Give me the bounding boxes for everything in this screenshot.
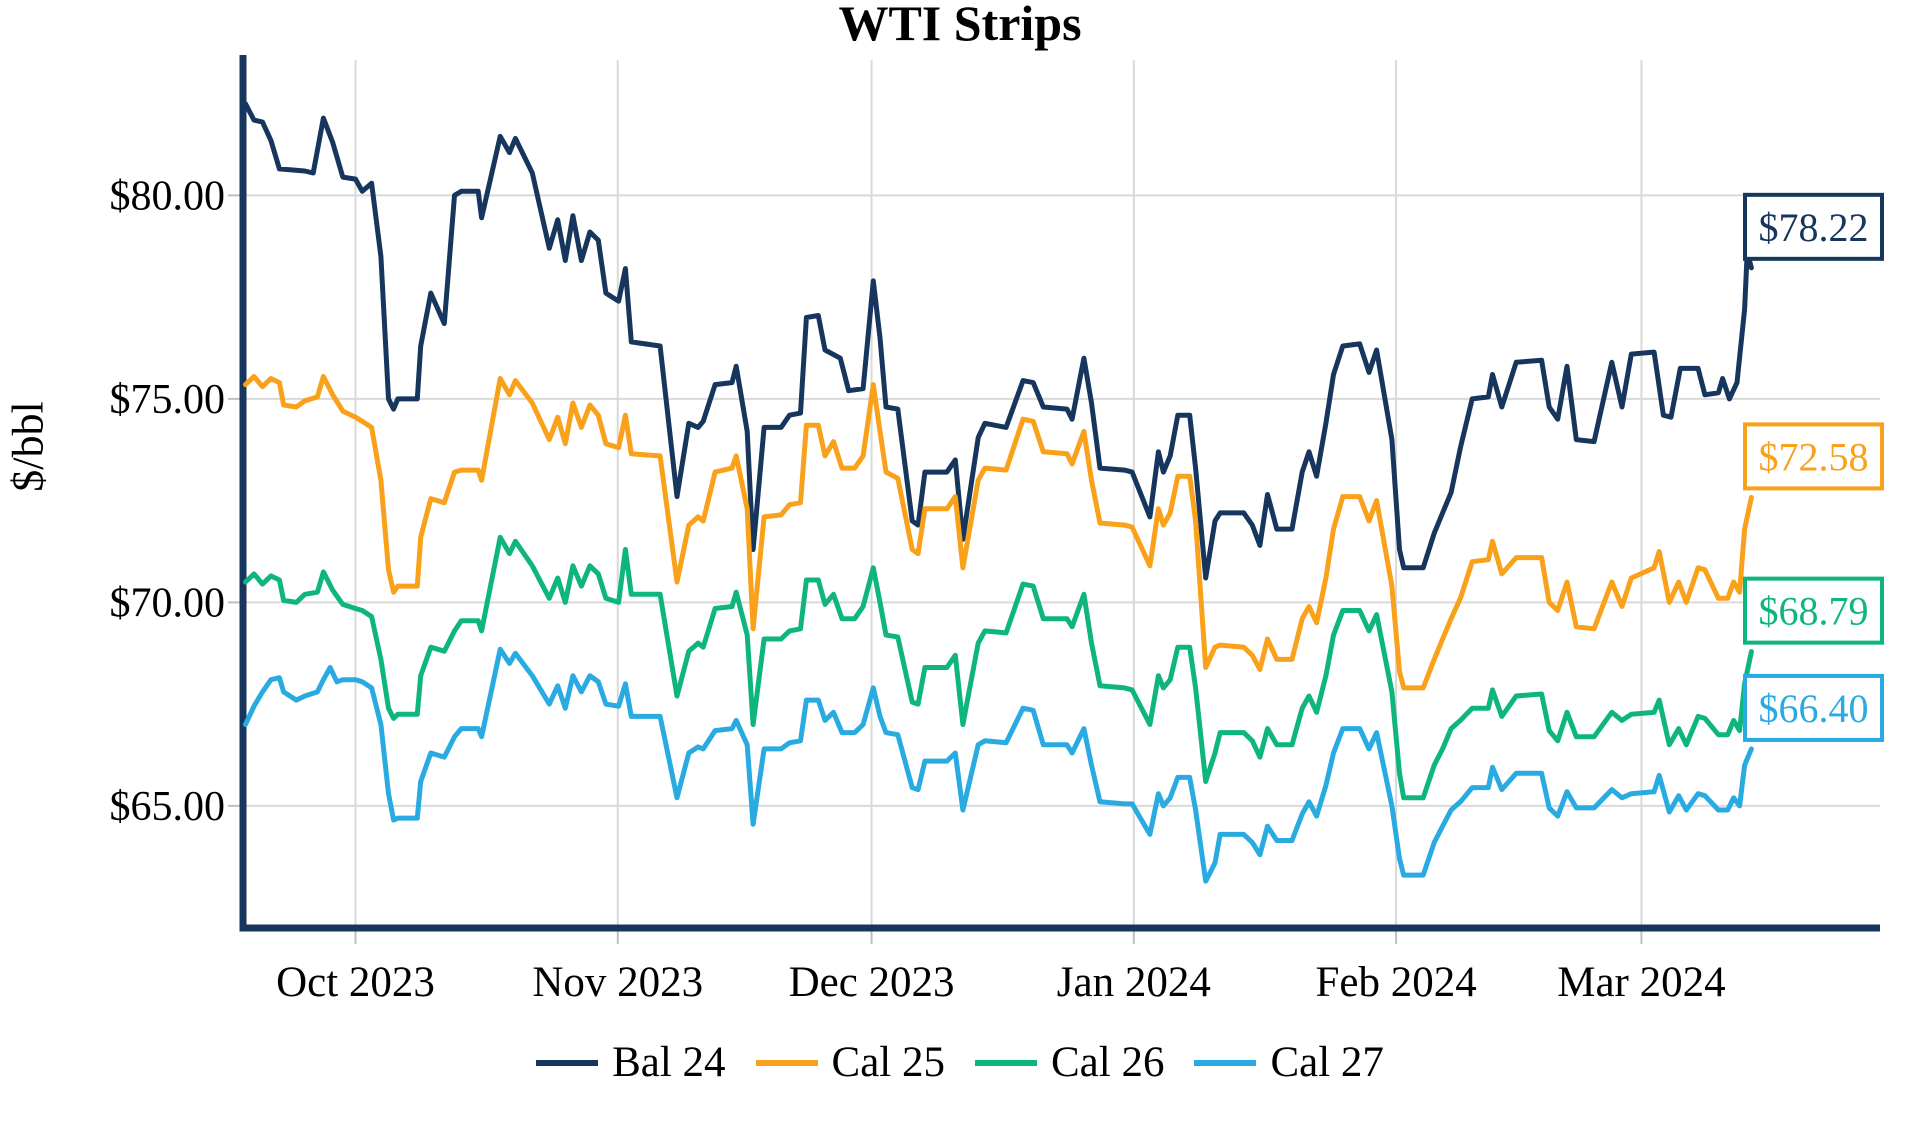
y-tick-label: $70.00 bbox=[110, 580, 226, 626]
legend-item-cal-27: Cal 27 bbox=[1194, 1038, 1384, 1087]
series-line-cal-25 bbox=[243, 374, 1754, 691]
x-tick-label: Jan 2024 bbox=[1057, 959, 1211, 1006]
end-label-text-bal-24: $78.22 bbox=[1759, 205, 1869, 250]
end-label-text-cal-25: $72.58 bbox=[1759, 434, 1869, 479]
y-tick-label: $80.00 bbox=[110, 173, 226, 219]
x-tick-label: Feb 2024 bbox=[1315, 959, 1476, 1006]
end-label-box-bal-24 bbox=[1743, 192, 1884, 261]
x-tick-label: Dec 2023 bbox=[789, 959, 955, 1006]
x-tick-label: Mar 2024 bbox=[1557, 959, 1725, 1006]
end-label-text-cal-27: $66.40 bbox=[1759, 686, 1869, 731]
end-label-box-cal-26 bbox=[1743, 576, 1884, 645]
end-label-text-cal-26: $68.79 bbox=[1759, 589, 1869, 634]
legend-item-cal-26: Cal 26 bbox=[975, 1038, 1164, 1087]
series-line-cal-26 bbox=[243, 534, 1754, 801]
x-tick-label: Oct 2023 bbox=[276, 959, 435, 1006]
legend-swatch-cal-27 bbox=[1194, 1059, 1257, 1066]
legend-label-cal-26: Cal 26 bbox=[1051, 1039, 1165, 1086]
series-line-cal-27 bbox=[243, 646, 1754, 884]
legend-swatch-cal-26 bbox=[975, 1059, 1037, 1066]
legend-swatch-cal-25 bbox=[755, 1059, 818, 1066]
legend-label-cal-25: Cal 25 bbox=[831, 1039, 945, 1086]
legend-item-cal-25: Cal 25 bbox=[755, 1038, 945, 1087]
y-tick-label: $65.00 bbox=[110, 784, 226, 830]
end-label-box-cal-25 bbox=[1743, 422, 1884, 491]
legend-item-bal-24: Bal 24 bbox=[536, 1038, 726, 1087]
chart-legend: Bal 24 Cal 25 Cal 26 Cal 27 bbox=[0, 1038, 1920, 1087]
chart-title: WTI Strips bbox=[838, 0, 1082, 51]
legend-label-bal-24: Bal 24 bbox=[612, 1039, 726, 1086]
legend-swatch-bal-24 bbox=[536, 1059, 599, 1066]
end-label-box-cal-27 bbox=[1743, 673, 1884, 742]
x-tick-label: Nov 2023 bbox=[532, 959, 703, 1006]
legend-label-cal-27: Cal 27 bbox=[1270, 1039, 1384, 1086]
series-line-bal-24 bbox=[243, 101, 1754, 581]
y-tick-label: $75.00 bbox=[110, 377, 226, 423]
